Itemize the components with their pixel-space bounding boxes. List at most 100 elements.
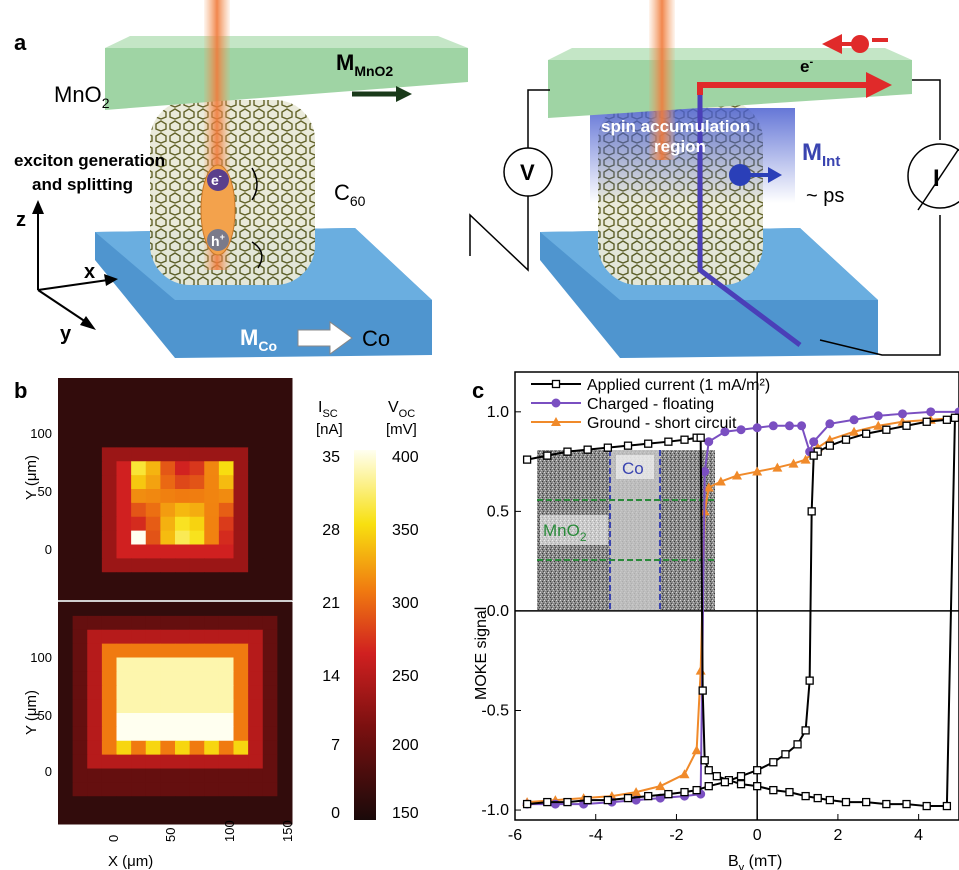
heatmap-cell (101, 810, 117, 825)
heatmap-cell (233, 810, 249, 825)
mno2-electrode-right-top (548, 48, 912, 60)
panel-b-label: b (14, 378, 27, 403)
moke-y-tick-label: -1.0 (481, 802, 509, 819)
heatmap-cell (101, 502, 117, 518)
moke-data-point (704, 437, 714, 447)
moke-legend-label: Applied current (1 mA/m²) (587, 377, 770, 394)
heatmap-cell (116, 433, 132, 448)
moke-x-tick-label: -6 (508, 827, 522, 844)
heatmap-cell (145, 502, 161, 518)
heatmap-cell (145, 516, 161, 532)
heatmap-cell (58, 615, 74, 631)
heatmap-cell (218, 713, 234, 728)
heatmap-cell (218, 516, 234, 532)
heatmap-cell (204, 768, 220, 783)
heatmap-cell (101, 419, 117, 434)
heatmap-cell (116, 713, 132, 728)
heatmap-cell (116, 657, 132, 672)
heatmap-cell (58, 378, 74, 393)
heatmap-cell (277, 558, 293, 573)
heatmap-cell (160, 671, 176, 686)
moke-data-point (800, 454, 811, 464)
heatmap-cell (175, 461, 191, 476)
moke-data-point (753, 782, 762, 791)
heatmap-cell (218, 461, 234, 476)
moke-data-point (897, 409, 907, 419)
heatmap-cell (233, 502, 249, 518)
heatmap-cell (58, 419, 74, 434)
moke-y-label: MOKE signal (473, 607, 490, 700)
heatmap-cell (145, 558, 161, 573)
moke-y-tick-label: 1.0 (487, 404, 509, 421)
heatmap-cell (262, 419, 278, 434)
heatmap-cell (233, 768, 249, 783)
heatmap-cell (131, 391, 147, 407)
heatmap-cell (72, 405, 88, 421)
heatmap-cell (262, 768, 278, 783)
heatmap-cell (72, 782, 88, 797)
moke-inset: Co MnO2 (537, 450, 715, 610)
ammeter (907, 143, 959, 209)
heatmap-cell (131, 419, 147, 434)
heatmap-cell (277, 602, 293, 617)
ammeter-label: I (933, 165, 940, 192)
heatmap-cell (131, 572, 147, 587)
heatmap-cell (175, 475, 191, 490)
moke-data-point (623, 441, 633, 450)
heatmap-cell (218, 796, 234, 811)
heatmap-cell (116, 726, 132, 742)
heatmap-cell (189, 530, 205, 545)
heatmap-cell (116, 461, 132, 476)
heatmap-cell (233, 796, 249, 811)
heatmap-cell (160, 475, 176, 490)
heatmap-cell (189, 726, 205, 742)
isc-unit: [nA] (316, 421, 343, 438)
heatmap-cell (262, 530, 278, 545)
colorbar (354, 450, 376, 820)
moke-data-point (862, 797, 871, 807)
heatmap-cell (101, 699, 117, 714)
moke-y-tick-label: 0.5 (487, 503, 509, 520)
moke-data-point (603, 795, 612, 805)
heatmap-cell (72, 391, 88, 407)
heatmap-cell (277, 740, 293, 756)
heatmap-cell (58, 602, 74, 617)
heatmap-cell (160, 391, 176, 407)
heatmap-cell (145, 378, 161, 393)
heatmap-cell (233, 726, 249, 742)
heatmap-cell (248, 671, 264, 686)
heatmap-cell (72, 685, 88, 700)
heatmap-cell (189, 378, 205, 393)
moke-data-point (753, 766, 762, 775)
heatmap-cell (248, 433, 264, 448)
heatmap-cell (277, 391, 293, 407)
heatmap-cell (204, 544, 220, 559)
heatmap-cell (160, 768, 176, 783)
heatmap-cell (145, 544, 161, 559)
heatmap-cell (87, 657, 103, 672)
heatmap-cell (204, 405, 220, 421)
heatmap-cell (262, 544, 278, 559)
heatmap-cell (204, 558, 220, 573)
heatmap-cell (131, 489, 147, 504)
heatmap-cell (189, 768, 205, 783)
heatmap-cell (233, 475, 249, 490)
heatmap-cell (248, 699, 264, 714)
heatmap-cell (218, 433, 234, 448)
heatmap-cell (145, 602, 161, 617)
heatmap-cell (101, 475, 117, 490)
heatmap-cell (72, 796, 88, 811)
heatmap-cell (262, 502, 278, 518)
heatmap-cell (277, 754, 293, 769)
heatmap-cell (175, 447, 191, 462)
m-co-arrow (297, 321, 353, 355)
heatmap-cell (262, 516, 278, 532)
moke-data-point (841, 435, 851, 444)
heatmap-cell (218, 489, 234, 504)
moke-x-tick-label: -2 (669, 827, 683, 844)
electron-particle (207, 169, 229, 191)
heatmap-cell (145, 433, 161, 448)
heatmap-cell (131, 544, 147, 559)
moke-data-point (712, 772, 721, 781)
heatmap-cell (218, 629, 234, 645)
